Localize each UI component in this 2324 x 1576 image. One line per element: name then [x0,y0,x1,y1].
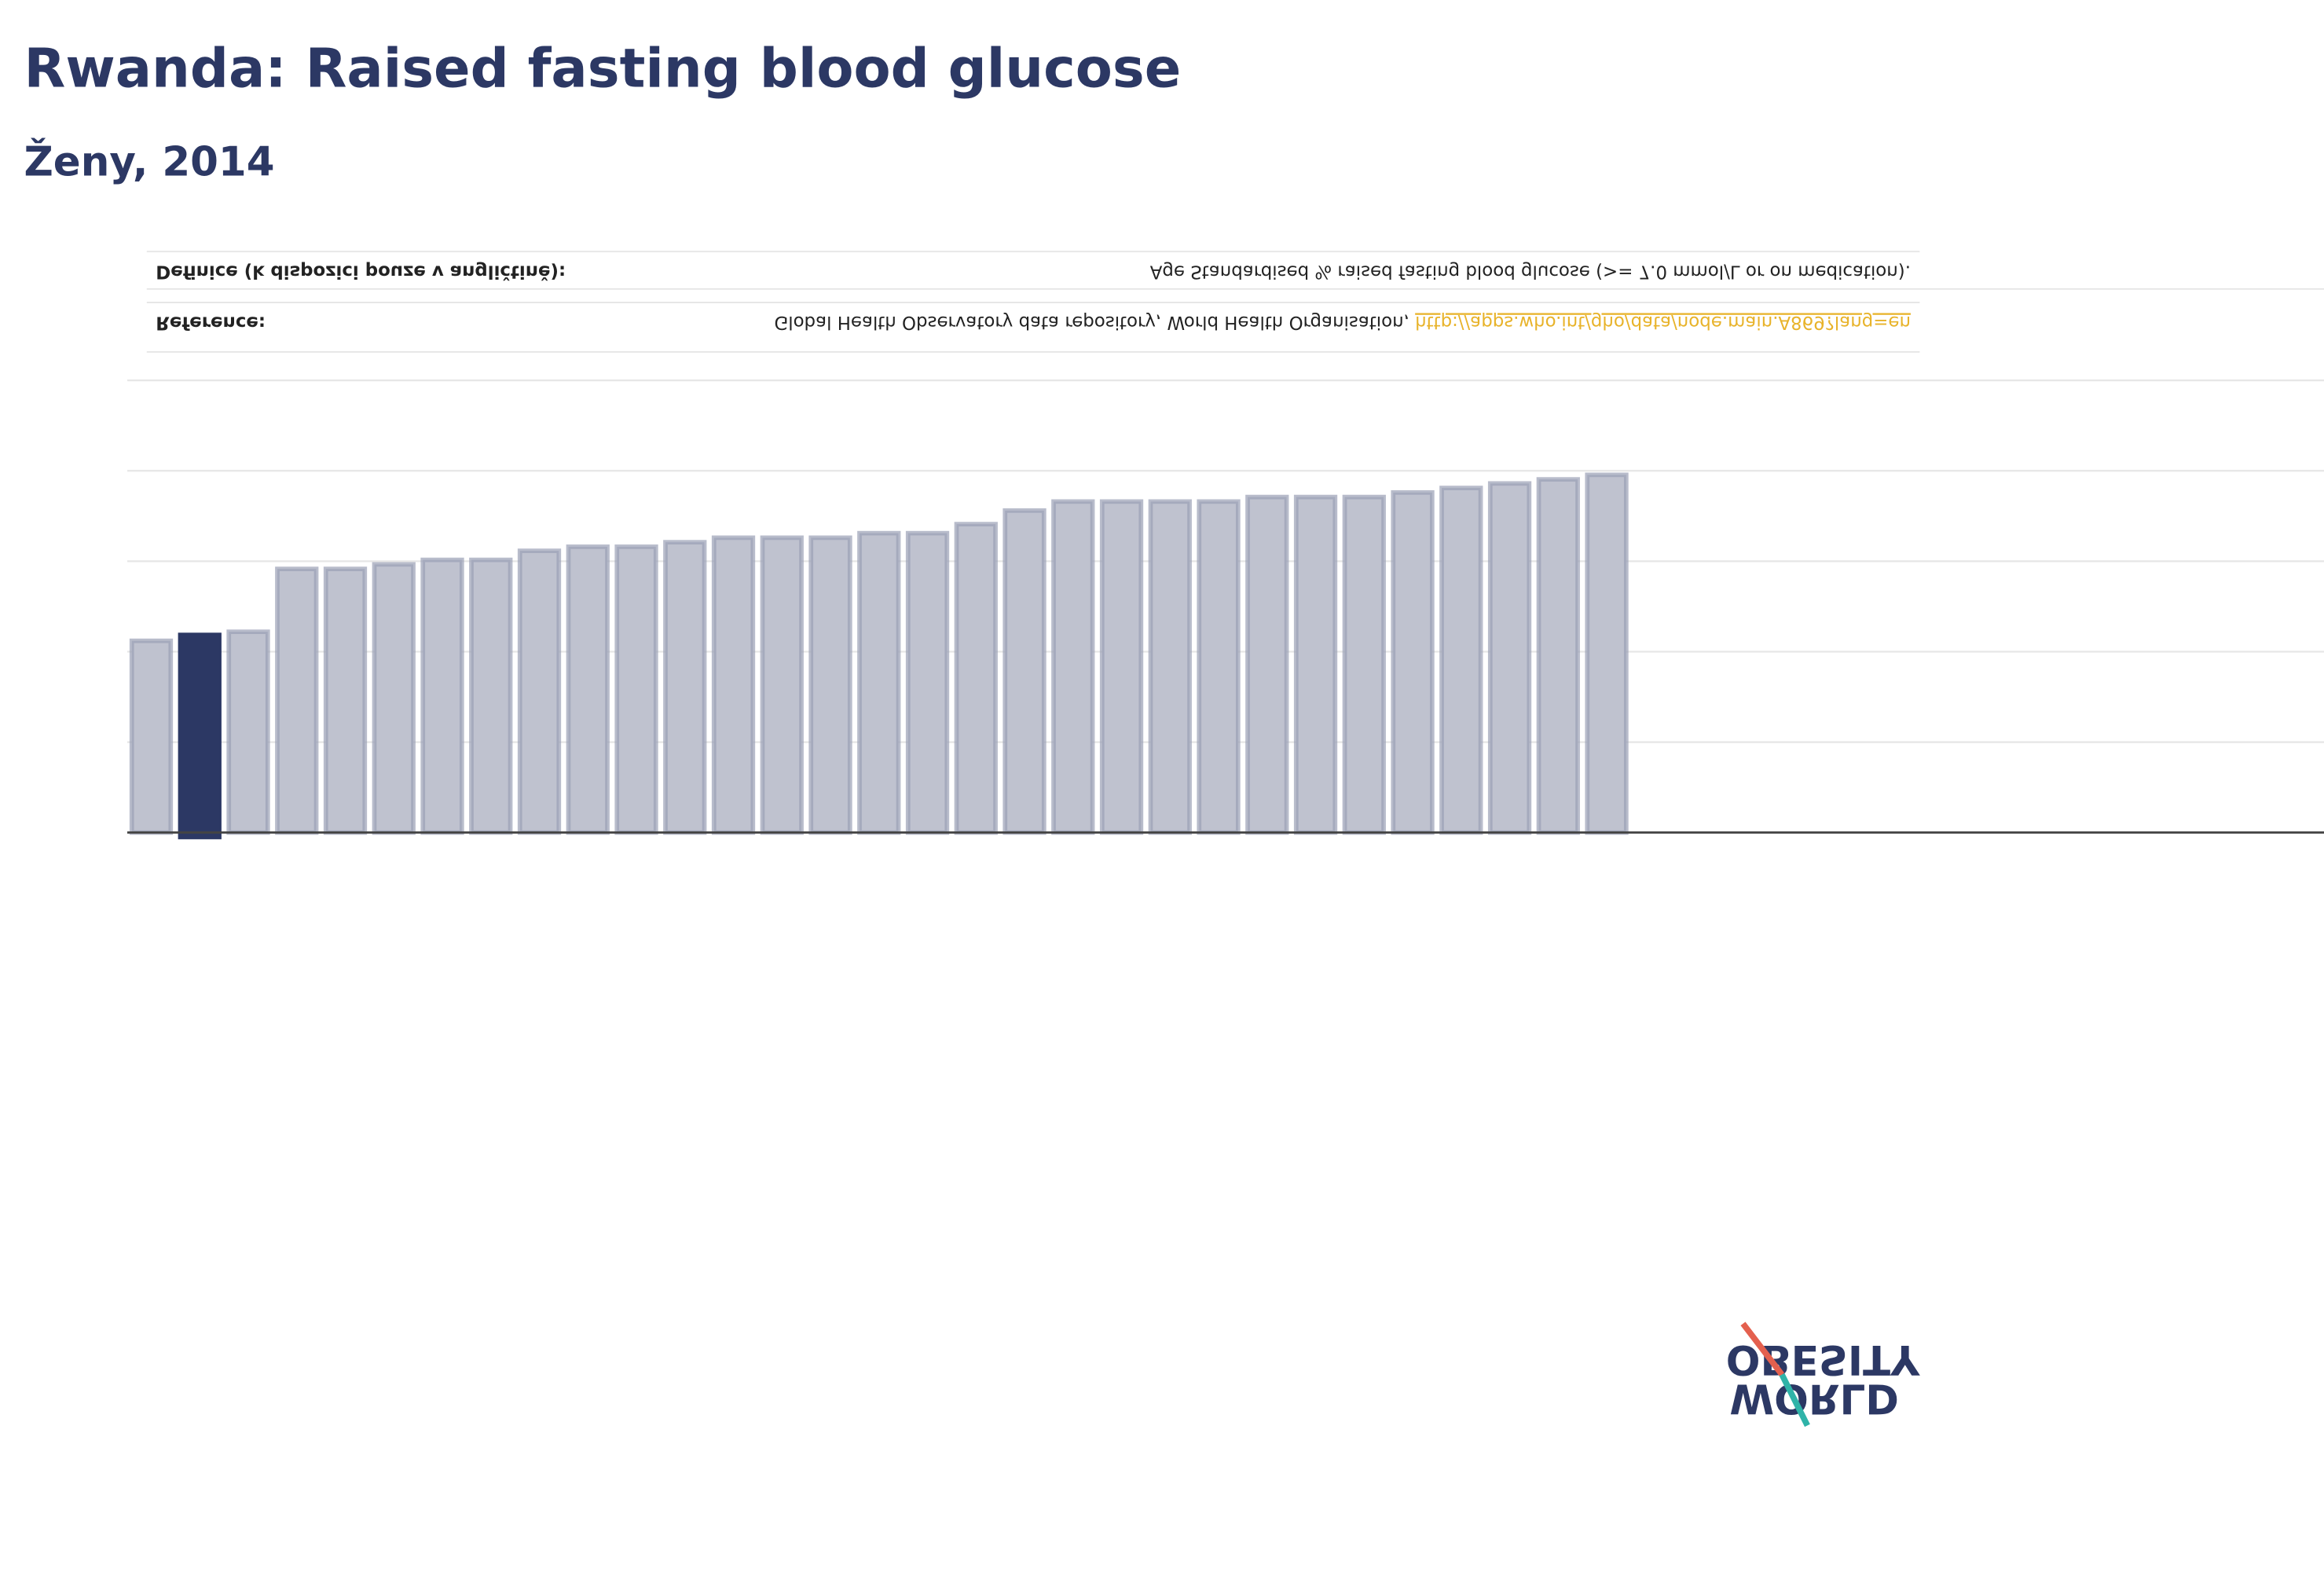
bar [1197,499,1241,835]
table-cell: Global Health Observatory data repositor… [775,312,1911,332]
bar [1585,472,1629,835]
bar [905,530,950,835]
bar [711,535,756,835]
bar [1293,494,1338,835]
bar [1391,489,1435,835]
chart-subtitle: Ženy, 2014 [24,138,274,186]
bar [517,548,562,835]
bar [323,566,368,835]
bar [614,544,658,835]
bar [469,557,513,835]
chart-title: Rwanda: Raised fasting blood glucose [24,38,1181,101]
logo-text: WORLD [1729,1374,1899,1421]
bar [129,638,174,835]
logo-stroke [1740,1321,1785,1376]
bar [857,530,901,835]
table-cell: Age Standardised % raised fasting blood … [1150,261,1911,281]
bar [954,522,998,835]
table-cell: Definice (k dispozici pouze v angličtině… [156,261,566,281]
bar [1148,499,1192,835]
bar [178,632,222,840]
bar [566,544,610,835]
bar [1487,481,1532,835]
reference-text: Global Health Observatory data repositor… [775,312,1416,332]
bar [1245,494,1289,835]
reference-link[interactable]: http://apps.who.int/gho/data/node.main.A… [1415,312,1911,332]
bar [1439,486,1483,835]
bar [808,535,852,835]
bar [420,557,464,835]
bar [275,566,319,835]
bar [1003,508,1047,835]
definition-table [146,251,2324,353]
bar [226,629,270,835]
bar [1342,494,1386,835]
logo: OBESITY WORLD [1726,1321,1920,1428]
table-cell: Reference: [156,312,266,332]
bar [1099,499,1144,835]
bar [663,540,707,835]
bar [760,535,804,835]
logo-stroke [1779,1373,1810,1428]
bar [1051,499,1095,835]
bar [1536,477,1580,835]
bar [372,562,416,835]
